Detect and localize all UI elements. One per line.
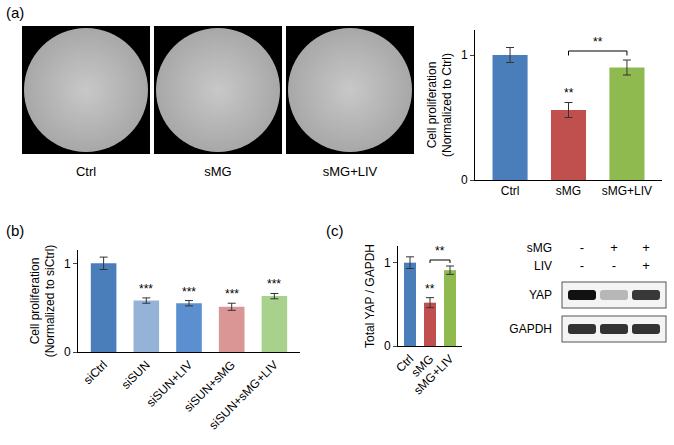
svg-text:siSUN+sMG: siSUN+sMG: [181, 358, 238, 415]
svg-text:***: ***: [225, 287, 239, 301]
svg-text:GAPDH: GAPDH: [509, 322, 552, 336]
html-text:sMG: sMG: [204, 164, 232, 179]
svg-text:Cell proliferation(Normalized: Cell proliferation(Normalized to Ctrl): [425, 53, 455, 157]
svg-text:1: 1: [461, 48, 468, 62]
svg-text:sMG: sMG: [409, 352, 437, 380]
html-text:sMG+LIV: sMG+LIV: [322, 164, 378, 179]
svg-text:sMG: sMG: [527, 241, 552, 255]
svg-text:Cell proliferation(Normalized: Cell proliferation(Normalized to siCtrl): [28, 245, 58, 358]
svg-text:-: -: [580, 258, 584, 273]
svg-text:YAP: YAP: [529, 288, 552, 302]
svg-text:***: ***: [139, 282, 153, 296]
svg-text:1: 1: [64, 257, 71, 271]
svg-text:siCtrl: siCtrl: [81, 358, 110, 387]
svg-text:0: 0: [64, 345, 71, 359]
svg-text:Ctrl: Ctrl: [501, 184, 520, 198]
svg-text:0: 0: [384, 339, 391, 353]
svg-text:sMG: sMG: [556, 184, 581, 198]
svg-text:Ctrl: Ctrl: [393, 352, 416, 375]
svg-text:+: +: [642, 258, 650, 273]
svg-text:siSUN+LIV: siSUN+LIV: [144, 358, 196, 410]
svg-text:**: **: [564, 86, 574, 100]
html-text:(c): (c): [326, 222, 344, 239]
svg-text:***: ***: [182, 285, 196, 299]
svg-text:***: ***: [267, 277, 281, 291]
svg-text:1: 1: [384, 256, 391, 270]
svg-text:siSUN+sMG+LIV: siSUN+sMG+LIV: [206, 358, 281, 433]
svg-text:+: +: [610, 240, 618, 255]
svg-text:**: **: [593, 35, 603, 49]
svg-text:Total YAP / GAPDH: Total YAP / GAPDH: [363, 244, 377, 348]
html-text:Ctrl: Ctrl: [75, 164, 97, 179]
svg-text:-: -: [580, 240, 584, 255]
svg-text:LIV: LIV: [534, 259, 552, 273]
svg-text:sMG+LIV: sMG+LIV: [602, 184, 652, 198]
svg-text:**: **: [425, 282, 435, 296]
svg-text:0: 0: [461, 173, 468, 187]
svg-text:**: **: [435, 244, 445, 258]
html-text:(b): (b): [6, 222, 25, 239]
svg-text:-: -: [612, 258, 616, 273]
html-text:(a): (a): [6, 4, 25, 21]
svg-text:sMG+LIV: sMG+LIV: [411, 352, 457, 398]
svg-text:+: +: [642, 240, 650, 255]
svg-text:siSUN: siSUN: [119, 358, 153, 392]
